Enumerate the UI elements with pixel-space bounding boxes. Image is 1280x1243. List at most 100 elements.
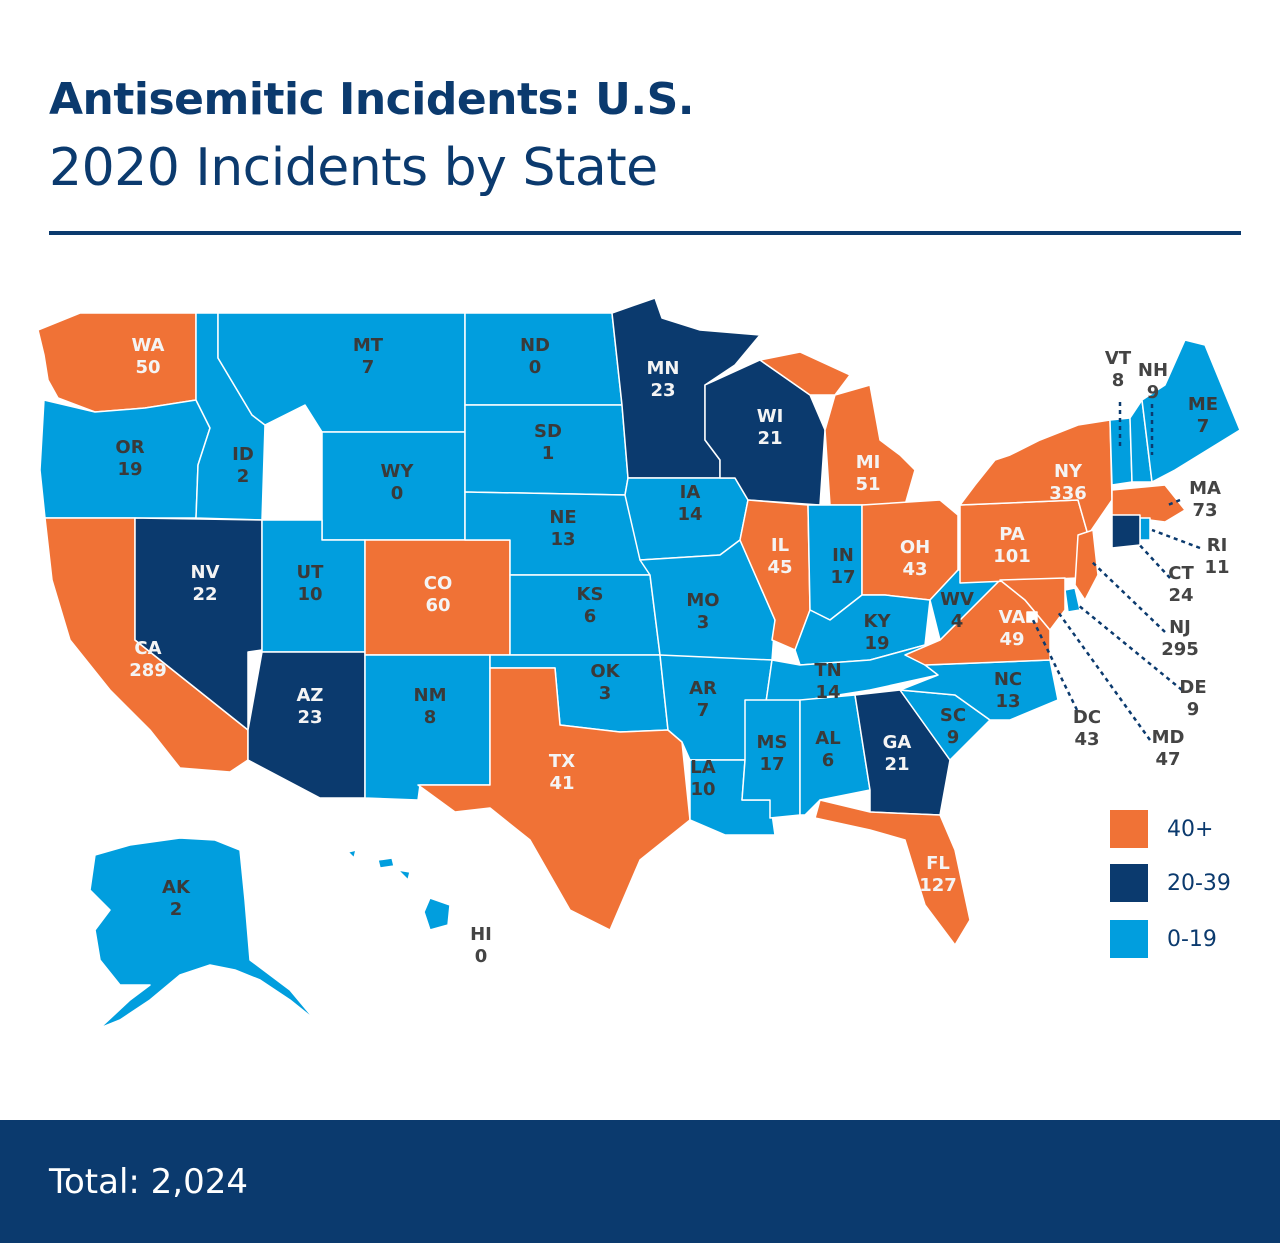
state-shapes	[37, 297, 1241, 1029]
state-code-sd: SD	[534, 421, 562, 442]
state-count-in: 17	[830, 567, 855, 588]
state-labels: WA50OR19CA289ID2NV22MT7WY0UT10AZ23CO60NM…	[115, 335, 1229, 967]
leader-line-ma	[1167, 498, 1181, 507]
state-shape-md	[999, 577, 1066, 631]
state-count-ms: 17	[759, 754, 784, 775]
leader-line-md	[1056, 611, 1152, 741]
state-count-ne: 13	[550, 529, 575, 550]
state-shape-ak	[89, 837, 316, 1029]
state-count-az: 23	[297, 707, 322, 728]
legend-swatch-low	[1110, 920, 1148, 958]
page-title: Antisemitic Incidents: U.S.	[49, 74, 694, 125]
state-shape-de	[1064, 587, 1081, 613]
state-shape-mi	[759, 351, 916, 506]
callout-leader-lines	[1031, 402, 1201, 741]
state-shape-wa	[37, 312, 197, 413]
state-count-sc: 9	[947, 727, 960, 748]
state-count-mt: 7	[362, 357, 375, 378]
state-count-fl: 127	[919, 875, 957, 896]
legend-swatch-high	[1110, 810, 1148, 848]
state-count-nm: 8	[424, 707, 437, 728]
state-count-nj: 295	[1161, 639, 1199, 660]
state-count-mi: 51	[855, 474, 880, 495]
state-code-de: DE	[1179, 677, 1206, 698]
state-count-ok: 3	[599, 683, 612, 704]
state-code-me: ME	[1188, 394, 1218, 415]
state-shape-dc	[1026, 611, 1038, 623]
state-count-il: 45	[767, 557, 792, 578]
state-shape-nj	[1074, 529, 1099, 601]
state-code-nm: NM	[414, 685, 447, 706]
state-code-la: LA	[690, 757, 715, 778]
state-code-ca: CA	[134, 638, 161, 659]
state-count-ut: 10	[297, 584, 322, 605]
leader-line-nj	[1089, 559, 1166, 633]
state-count-al: 6	[822, 750, 835, 771]
state-code-mt: MT	[353, 335, 384, 356]
state-code-va: VA	[999, 607, 1026, 628]
state-code-ma: MA	[1189, 478, 1221, 499]
state-code-vt: VT	[1105, 348, 1132, 369]
state-code-ga: GA	[883, 732, 912, 753]
leader-line-ct	[1134, 539, 1171, 579]
state-code-nc: NC	[994, 669, 1022, 690]
state-count-ri: 11	[1204, 557, 1229, 578]
state-code-ak: AK	[162, 877, 191, 898]
state-code-mn: MN	[647, 358, 680, 379]
state-count-md: 47	[1155, 749, 1180, 770]
state-code-ks: KS	[577, 584, 604, 605]
state-code-ri: RI	[1207, 535, 1228, 556]
state-code-wv: WV	[940, 589, 974, 610]
state-count-va: 49	[999, 629, 1024, 650]
legend-swatch-mid	[1110, 864, 1148, 902]
footer-bar: Total: 2,024	[0, 1120, 1280, 1243]
state-shape-nd	[464, 312, 623, 406]
state-count-nv: 22	[192, 584, 217, 605]
leader-line-de	[1077, 604, 1183, 691]
state-code-nv: NV	[191, 562, 220, 583]
state-count-ky: 19	[864, 633, 889, 654]
legend-label-low: 0-19	[1167, 927, 1217, 952]
state-count-wa: 50	[135, 357, 160, 378]
state-count-ct: 24	[1168, 585, 1193, 606]
state-count-ny: 336	[1049, 483, 1087, 504]
state-code-ky: KY	[864, 611, 892, 632]
state-code-wi: WI	[757, 406, 784, 427]
state-count-id: 2	[237, 466, 250, 487]
state-count-pa: 101	[993, 546, 1031, 567]
state-code-ms: MS	[757, 732, 788, 753]
state-code-oh: OH	[900, 537, 930, 558]
state-count-nh: 9	[1147, 382, 1160, 403]
state-count-dc: 43	[1074, 729, 1099, 750]
state-count-ga: 21	[884, 754, 909, 775]
state-count-la: 10	[690, 779, 715, 800]
state-shape-nc	[899, 659, 1059, 721]
state-code-hi: HI	[470, 924, 492, 945]
state-code-fl: FL	[926, 853, 950, 874]
state-count-or: 19	[117, 459, 142, 480]
state-code-mi: MI	[856, 452, 881, 473]
state-count-ca: 289	[129, 660, 167, 681]
state-code-wa: WA	[132, 335, 165, 356]
state-count-sd: 1	[542, 443, 555, 464]
state-code-in: IN	[832, 545, 854, 566]
total-count: Total: 2,024	[49, 1162, 249, 1202]
state-code-sc: SC	[940, 705, 966, 726]
leader-line-dc	[1031, 619, 1079, 711]
page-subtitle: 2020 Incidents by State	[49, 138, 658, 198]
state-code-ok: OK	[590, 661, 620, 682]
state-code-mo: MO	[686, 590, 719, 611]
state-shape-hi	[347, 849, 451, 931]
state-code-il: IL	[771, 535, 789, 556]
state-count-tx: 41	[549, 773, 574, 794]
state-count-mn: 23	[650, 380, 675, 401]
state-shape-me	[1141, 339, 1241, 483]
state-count-wy: 0	[391, 483, 404, 504]
state-code-ut: UT	[297, 562, 325, 583]
us-state-map: WA50OR19CA289ID2NV22MT7WY0UT10AZ23CO60NM…	[37, 297, 1241, 1029]
state-code-or: OR	[115, 437, 144, 458]
state-count-ia: 14	[677, 504, 702, 525]
state-shape-ri	[1139, 517, 1151, 541]
state-code-dc: DC	[1073, 707, 1101, 728]
state-count-ma: 73	[1192, 500, 1217, 521]
